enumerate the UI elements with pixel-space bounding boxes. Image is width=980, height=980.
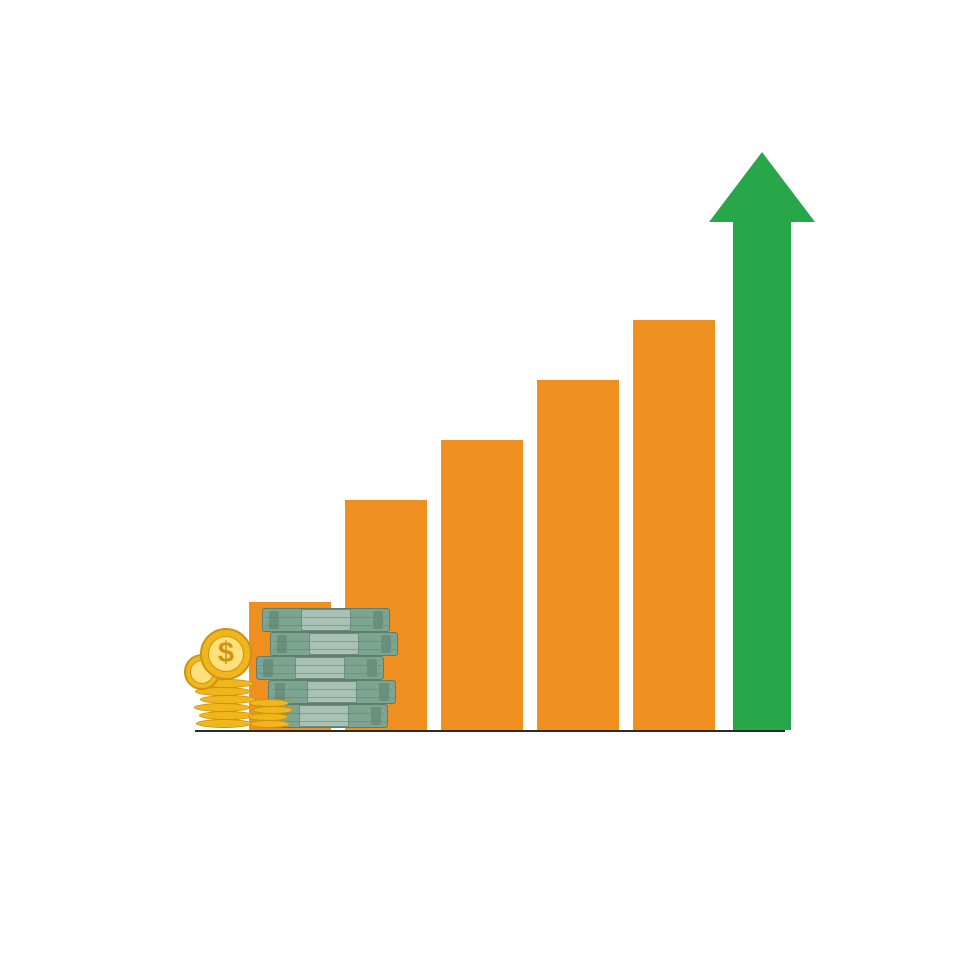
coin-flat	[194, 703, 250, 712]
coin-pile: $	[0, 0, 980, 980]
coin-flat	[250, 720, 290, 728]
growth-infographic: $	[0, 0, 980, 980]
dollar-coin: $	[200, 628, 252, 680]
coin-flat	[249, 699, 289, 707]
chart-area: $	[0, 0, 980, 980]
coin-flat	[199, 711, 255, 720]
dollar-symbol: $	[208, 636, 244, 672]
coin-flat	[200, 695, 256, 704]
coin-flat	[253, 706, 293, 714]
coin-flat	[248, 713, 288, 721]
coin-flat	[196, 719, 252, 728]
